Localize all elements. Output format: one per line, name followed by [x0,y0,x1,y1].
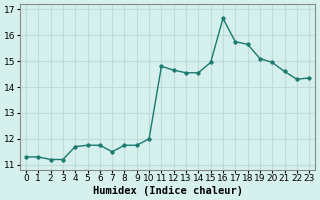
X-axis label: Humidex (Indice chaleur): Humidex (Indice chaleur) [92,186,243,196]
